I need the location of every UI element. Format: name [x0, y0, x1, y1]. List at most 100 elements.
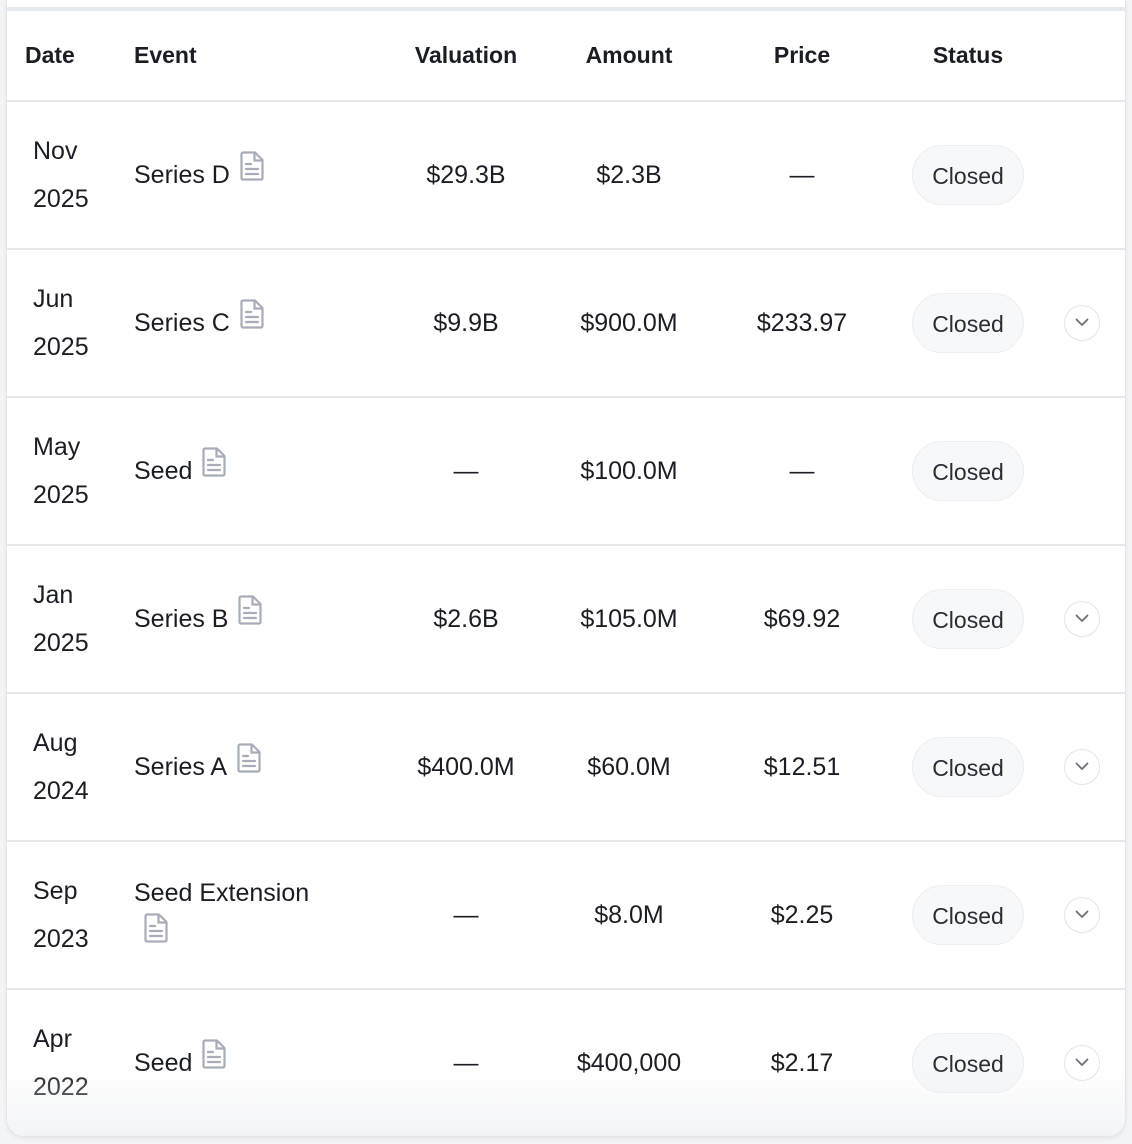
- table-row[interactable]: Jun 2025 Series C $9.9B $900.0M $233.97 Closed: [7, 250, 1125, 398]
- event-cell: Seed Extension: [126, 871, 381, 959]
- event-name: Series D: [134, 161, 230, 189]
- date-month: Jun: [33, 285, 74, 313]
- price-cell: $69.92: [763, 604, 841, 633]
- status-cell: Closed: [897, 441, 1039, 501]
- header-amount: Amount: [585, 42, 673, 68]
- price-cell: —: [789, 160, 815, 189]
- status-cell: Closed: [897, 1033, 1039, 1093]
- event-name: Seed: [134, 1049, 193, 1077]
- valuation-cell: $29.3B: [426, 160, 506, 189]
- header-event: Event: [134, 42, 197, 68]
- price-cell: $233.97: [756, 308, 848, 337]
- status-cell: Closed: [897, 145, 1039, 205]
- table-row[interactable]: Aug 2024 Series A $400.0M $60.0M $12.51 Closed: [7, 694, 1125, 842]
- date-month: May: [33, 433, 81, 461]
- date-year: 2025: [33, 481, 89, 509]
- amount-cell: $60.0M: [587, 752, 671, 781]
- event-name: Series C: [134, 309, 230, 337]
- price-cell: $2.25: [770, 900, 834, 929]
- price-cell: —: [789, 456, 815, 485]
- date-cell: Nov 2025: [7, 127, 126, 223]
- status-badge: Closed: [912, 145, 1024, 205]
- document-icon[interactable]: [237, 743, 261, 787]
- event-name: Series A: [134, 753, 228, 781]
- date-cell: Jan 2025: [7, 571, 126, 667]
- date-month: Jan: [33, 581, 74, 609]
- amount-cell: $8.0M: [594, 900, 664, 929]
- price-cell: $2.17: [770, 1048, 834, 1077]
- valuation-cell: $400.0M: [417, 752, 515, 781]
- event-cell: Series D: [126, 151, 381, 197]
- document-icon[interactable]: [144, 913, 168, 957]
- status-badge: Closed: [912, 885, 1024, 945]
- chevron-down-icon[interactable]: [1064, 896, 1100, 933]
- expand-cell: [1039, 896, 1125, 933]
- event-name: Seed Extension: [134, 879, 310, 907]
- event-cell: Series C: [126, 299, 381, 345]
- status-badge: Closed: [912, 293, 1024, 353]
- table-row[interactable]: Sep 2023 Seed Extension — $8.0M $2.25 Closed: [7, 842, 1125, 990]
- header-valuation: Valuation: [414, 42, 518, 68]
- status-badge: Closed: [912, 589, 1024, 649]
- divider: [7, 7, 1125, 11]
- status-cell: Closed: [897, 737, 1039, 797]
- table-row: May 2025 Seed — $100.0M — Closed: [7, 398, 1125, 546]
- expand-cell: [1039, 304, 1125, 341]
- valuation-cell: —: [453, 900, 479, 929]
- date-year: 2025: [33, 629, 89, 657]
- chevron-down-icon[interactable]: [1064, 748, 1100, 785]
- status-cell: Closed: [897, 885, 1039, 945]
- amount-cell: $400,000: [576, 1048, 682, 1077]
- date-year: 2025: [33, 333, 89, 361]
- chevron-down-icon[interactable]: [1064, 304, 1100, 341]
- expand-cell: [1039, 600, 1125, 637]
- event-name: Series B: [134, 605, 229, 633]
- date-month: Nov: [33, 137, 78, 165]
- date-month: Sep: [33, 877, 78, 905]
- date-year: 2024: [33, 777, 89, 805]
- date-cell: Sep 2023: [7, 867, 126, 963]
- date-year: 2025: [33, 185, 89, 213]
- price-cell: $12.51: [763, 752, 841, 781]
- header-date: Date: [25, 42, 75, 68]
- status-badge: Closed: [912, 737, 1024, 797]
- document-icon[interactable]: [202, 447, 226, 491]
- date-cell: Apr 2022: [7, 1015, 126, 1111]
- event-name: Seed: [134, 457, 193, 485]
- document-icon[interactable]: [202, 1039, 226, 1083]
- document-icon[interactable]: [240, 151, 264, 195]
- date-cell: May 2025: [7, 423, 126, 519]
- amount-cell: $900.0M: [580, 308, 678, 337]
- table-header: Date Event Valuation Amount Price Status: [7, 11, 1125, 102]
- document-icon[interactable]: [240, 299, 264, 343]
- event-cell: Series A: [126, 743, 381, 789]
- event-cell: Seed: [126, 1039, 381, 1085]
- date-month: Aug: [33, 729, 78, 757]
- valuation-cell: $2.6B: [433, 604, 499, 633]
- amount-cell: $105.0M: [580, 604, 678, 633]
- date-month: Apr: [33, 1025, 72, 1053]
- expand-cell: [1039, 748, 1125, 785]
- status-badge: Closed: [912, 1033, 1024, 1093]
- event-cell: Series B: [126, 595, 381, 641]
- amount-cell: $2.3B: [596, 160, 662, 189]
- status-cell: Closed: [897, 293, 1039, 353]
- document-icon[interactable]: [238, 595, 263, 639]
- valuation-cell: —: [453, 456, 479, 485]
- date-year: 2023: [33, 925, 89, 953]
- event-cell: Seed: [126, 447, 381, 493]
- header-status: Status: [932, 42, 1004, 68]
- table-row[interactable]: Apr 2022 Seed — $400,000 $2.17 Closed: [7, 990, 1125, 1136]
- valuation-cell: —: [453, 1048, 479, 1077]
- valuation-cell: $9.9B: [433, 308, 499, 337]
- funding-rounds-table: Date Event Valuation Amount Price Status…: [6, 0, 1126, 1137]
- status-badge: Closed: [912, 441, 1024, 501]
- table-row: Nov 2025 Series D $29.3B $2.3B — Closed: [7, 102, 1125, 250]
- header-price: Price: [773, 42, 831, 68]
- date-year: 2022: [33, 1073, 89, 1101]
- table-row[interactable]: Jan 2025 Series B $2.6B $105.0M $69.92 Closed: [7, 546, 1125, 694]
- chevron-down-icon[interactable]: [1064, 1044, 1100, 1081]
- chevron-down-icon[interactable]: [1064, 600, 1100, 637]
- amount-cell: $100.0M: [580, 456, 678, 485]
- status-cell: Closed: [897, 589, 1039, 649]
